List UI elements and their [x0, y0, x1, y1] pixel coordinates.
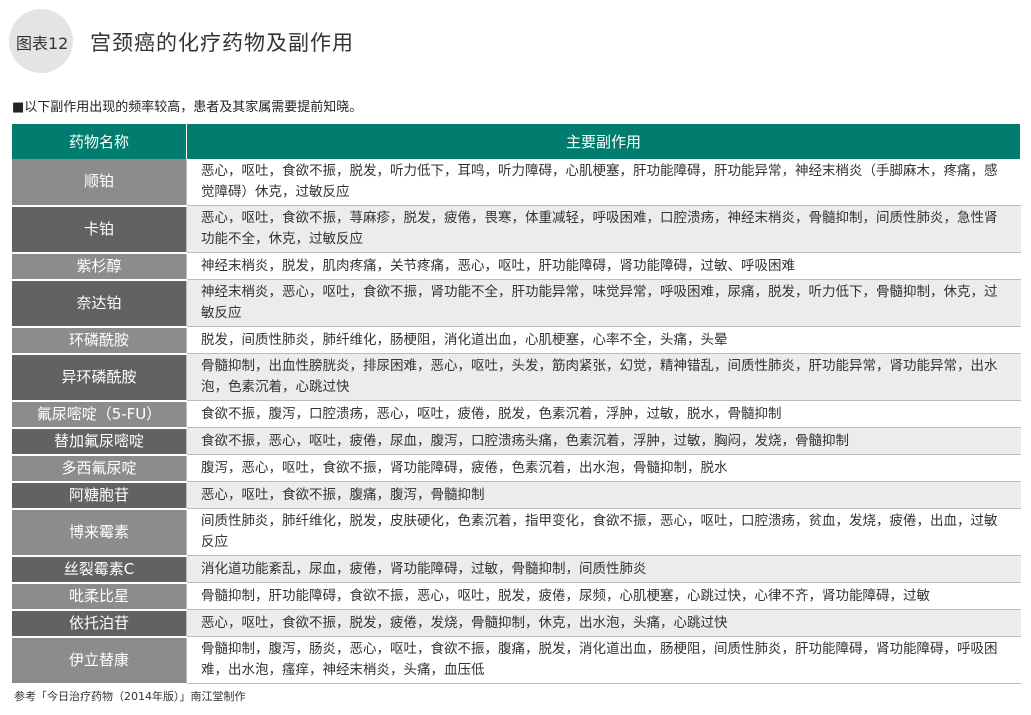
table-header: 药物名称 主要副作用: [12, 124, 1021, 159]
table-row: 博来霉素 间质性肺炎，肺纤维化，脱发，皮肤硬化，色素沉着，指甲变化，食欲不振，恶心…: [12, 508, 1021, 557]
figure-number: 图表12: [16, 34, 69, 53]
drug-name: 紫杉醇: [12, 252, 187, 281]
side-effects: 恶心，呕吐，食欲不振，荨麻疹，脱发，疲倦，畏寒，体重减轻，呼吸困难，口腔溃疡，神…: [186, 205, 1021, 253]
side-effects: 腹泻，恶心，呕吐，食欲不振，肾功能障碍，疲倦，色素沉着，出水泡，骨髓抑制，脱水: [186, 454, 1021, 482]
source-note: 参考「今日治疗药物（2014年版）」南江堂制作: [14, 690, 246, 703]
drug-name: 阿糖胞苷: [12, 481, 187, 510]
side-effects: 脱发，间质性肺炎，肺纤维化，肠梗阻，消化道出血，心肌梗塞，心率不全，头痛，头晕: [186, 326, 1021, 354]
table-row: 异环磷酰胺 骨髓抑制，出血性膀胱炎，排尿困难，恶心，呕吐，头发，筋肉紧张，幻觉，精…: [12, 353, 1021, 402]
drug-name: 依托泊苷: [12, 609, 187, 638]
side-effects: 神经末梢炎，脱发，肌肉疼痛，关节疼痛，恶心，呕吐，肝功能障碍，肾功能障碍，过敏、…: [186, 252, 1021, 280]
side-effects: 恶心，呕吐，食欲不振，腹痛，腹泻，骨髓抑制: [186, 481, 1021, 509]
table-row: 阿糖胞苷 恶心，呕吐，食欲不振，腹痛，腹泻，骨髓抑制: [12, 481, 1021, 510]
table-row: 丝裂霉素C 消化道功能紊乱，尿血，疲倦，肾功能障碍，过敏，骨髓抑制，间质性肺炎: [12, 555, 1021, 584]
table-row: 依托泊苷 恶心，呕吐，食欲不振，脱发，疲倦，发烧，骨髓抑制，休克，出水泡，头痛，心…: [12, 609, 1021, 638]
drug-name: 氟尿嘧啶（5-FU）: [12, 400, 187, 429]
drug-name: 异环磷酰胺: [12, 353, 187, 402]
figure-badge: [9, 9, 73, 73]
side-effects: 食欲不振，腹泻，口腔溃疡，恶心，呕吐，疲倦，脱发，色素沉着，浮肿，过敏，脱水，骨…: [186, 400, 1021, 428]
table-row: 卡铂 恶心，呕吐，食欲不振，荨麻疹，脱发，疲倦，畏寒，体重减轻，呼吸困难，口腔溃疡…: [12, 205, 1021, 254]
table-row: 替加氟尿嘧啶 食欲不振，恶心，呕吐，疲倦，尿血，腹泻，口腔溃疡头痛，色素沉着，浮肿…: [12, 427, 1021, 456]
table-row: 多西氟尿啶 腹泻，恶心，呕吐，食欲不振，肾功能障碍，疲倦，色素沉着，出水泡，骨髓抑…: [12, 454, 1021, 483]
side-effects: 骨髓抑制，腹泻，肠炎，恶心，呕吐，食欲不振，腹痛，脱发，消化道出血，肠梗阻，间质…: [186, 636, 1021, 684]
drug-name: 奈达铂: [12, 279, 187, 328]
side-effects: 恶心，呕吐，食欲不振，脱发，疲倦，发烧，骨髓抑制，休克，出水泡，头痛，心跳过快: [186, 609, 1021, 637]
table-row: 顺铂 恶心，呕吐，食欲不振，脱发，听力低下，耳鸣，听力障碍，心肌梗塞，肝功能障碍，…: [12, 159, 1021, 207]
side-effects: 骨髓抑制，出血性膀胱炎，排尿困难，恶心，呕吐，头发，筋肉紧张，幻觉，精神错乱，间…: [186, 353, 1021, 401]
drug-name: 吡柔比星: [12, 582, 187, 611]
drug-name: 丝裂霉素C: [12, 555, 187, 584]
drug-name: 伊立替康: [12, 636, 187, 685]
table-row: 紫杉醇 神经末梢炎，脱发，肌肉疼痛，关节疼痛，恶心，呕吐，肝功能障碍，肾功能障碍，…: [12, 252, 1021, 281]
intro-note: ■以下副作用出现的频率较高，患者及其家属需要提前知晓。: [12, 100, 363, 115]
side-effects: 间质性肺炎，肺纤维化，脱发，皮肤硬化，色素沉着，指甲变化，食欲不振，恶心，呕吐，…: [186, 508, 1021, 556]
table-row: 伊立替康 骨髓抑制，腹泻，肠炎，恶心，呕吐，食欲不振，腹痛，脱发，消化道出血，肠梗…: [12, 636, 1021, 685]
drug-name: 替加氟尿嘧啶: [12, 427, 187, 456]
table-row: 吡柔比星 骨髓抑制，肝功能障碍，食欲不振，恶心，呕吐，脱发，疲倦，尿频，心肌梗塞，…: [12, 582, 1021, 611]
table-row: 奈达铂 神经末梢炎，恶心，呕吐，食欲不振，肾功能不全，肝功能异常，味觉异常，呼吸困…: [12, 279, 1021, 328]
table-row: 氟尿嘧啶（5-FU） 食欲不振，腹泻，口腔溃疡，恶心，呕吐，疲倦，脱发，色素沉着，…: [12, 400, 1021, 429]
side-effects: 骨髓抑制，肝功能障碍，食欲不振，恶心，呕吐，脱发，疲倦，尿频，心肌梗塞，心跳过快…: [186, 582, 1021, 610]
drug-name: 博来霉素: [12, 508, 187, 557]
drug-name: 多西氟尿啶: [12, 454, 187, 483]
drug-name: 环磷酰胺: [12, 326, 187, 355]
side-effects: 神经末梢炎，恶心，呕吐，食欲不振，肾功能不全，肝功能异常，味觉异常，呼吸困难，尿…: [186, 279, 1021, 327]
side-effects: 消化道功能紊乱，尿血，疲倦，肾功能障碍，过敏，骨髓抑制，间质性肺炎: [186, 555, 1021, 583]
side-effects-table: 药物名称 主要副作用 顺铂 恶心，呕吐，食欲不振，脱发，听力低下，耳鸣，听力障碍，…: [12, 124, 1021, 685]
drug-name: 卡铂: [12, 205, 187, 254]
table-row: 环磷酰胺 脱发，间质性肺炎，肺纤维化，肠梗阻，消化道出血，心肌梗塞，心率不全，头痛…: [12, 326, 1021, 355]
column-header-effects: 主要副作用: [186, 124, 1021, 159]
side-effects: 恶心，呕吐，食欲不振，脱发，听力低下，耳鸣，听力障碍，心肌梗塞，肝功能障碍，肝功…: [186, 159, 1021, 206]
page-title: 宫颈癌的化疗药物及副作用: [90, 31, 354, 55]
side-effects: 食欲不振，恶心，呕吐，疲倦，尿血，腹泻，口腔溃疡头痛，色素沉着，浮肿，过敏，胸闷…: [186, 427, 1021, 455]
drug-name: 顺铂: [12, 159, 187, 207]
column-header-drug: 药物名称: [12, 124, 187, 159]
